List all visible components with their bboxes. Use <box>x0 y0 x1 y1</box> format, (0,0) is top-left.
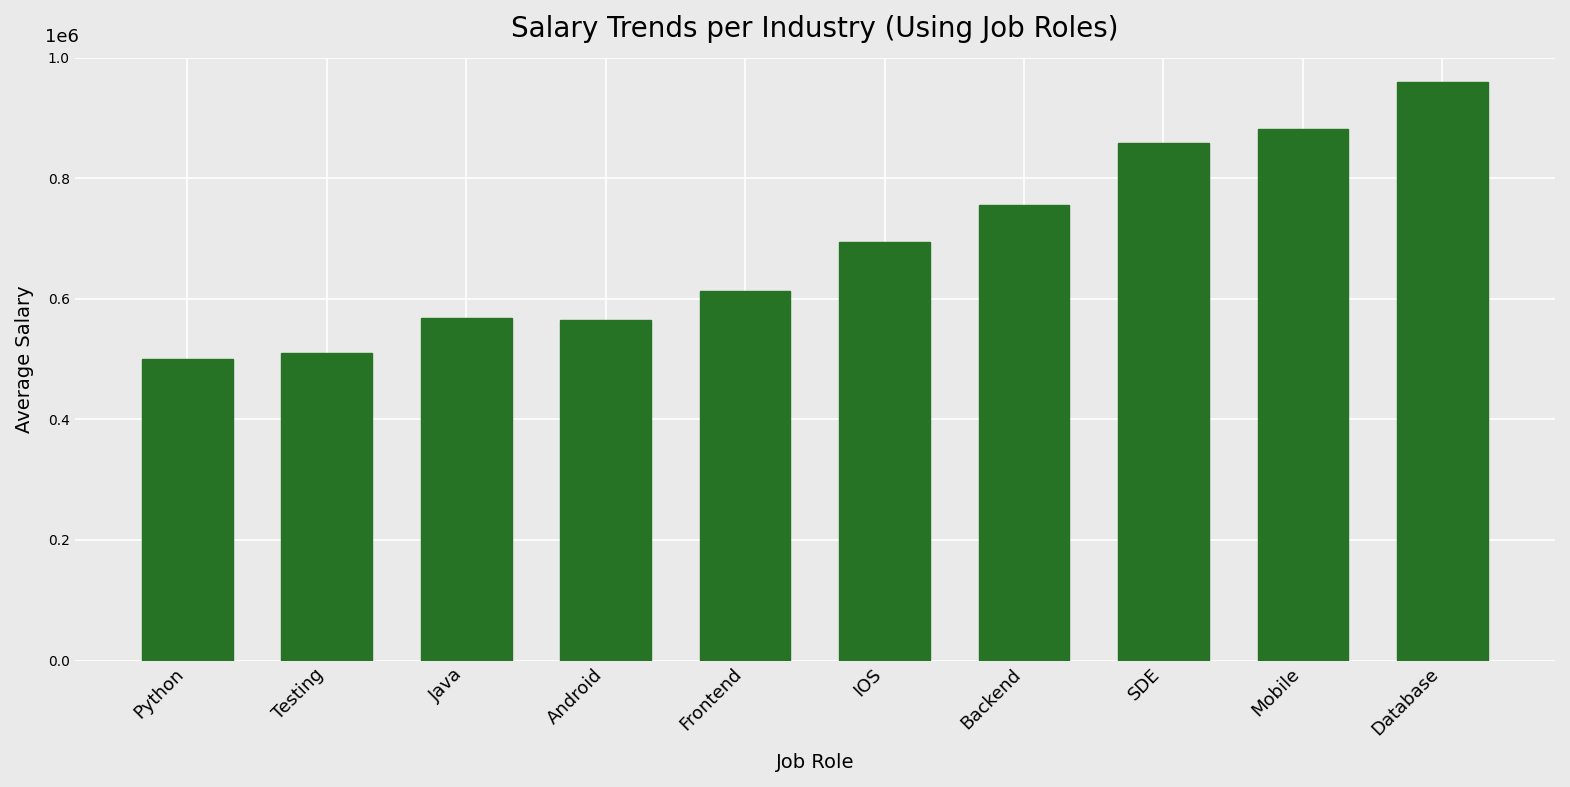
Bar <box>560 320 652 660</box>
Bar <box>421 318 512 660</box>
Title: Salary Trends per Industry (Using Job Roles): Salary Trends per Industry (Using Job Ro… <box>512 15 1118 43</box>
Bar <box>840 242 929 660</box>
X-axis label: Job Role: Job Role <box>776 753 854 772</box>
Bar <box>1258 129 1349 660</box>
Bar <box>700 291 790 660</box>
Bar <box>978 205 1069 660</box>
Bar <box>281 353 372 660</box>
Bar <box>1118 143 1209 660</box>
Text: 1e6: 1e6 <box>46 28 78 46</box>
Bar <box>1397 82 1488 660</box>
Y-axis label: Average Salary: Average Salary <box>16 286 35 433</box>
Bar <box>141 359 232 660</box>
